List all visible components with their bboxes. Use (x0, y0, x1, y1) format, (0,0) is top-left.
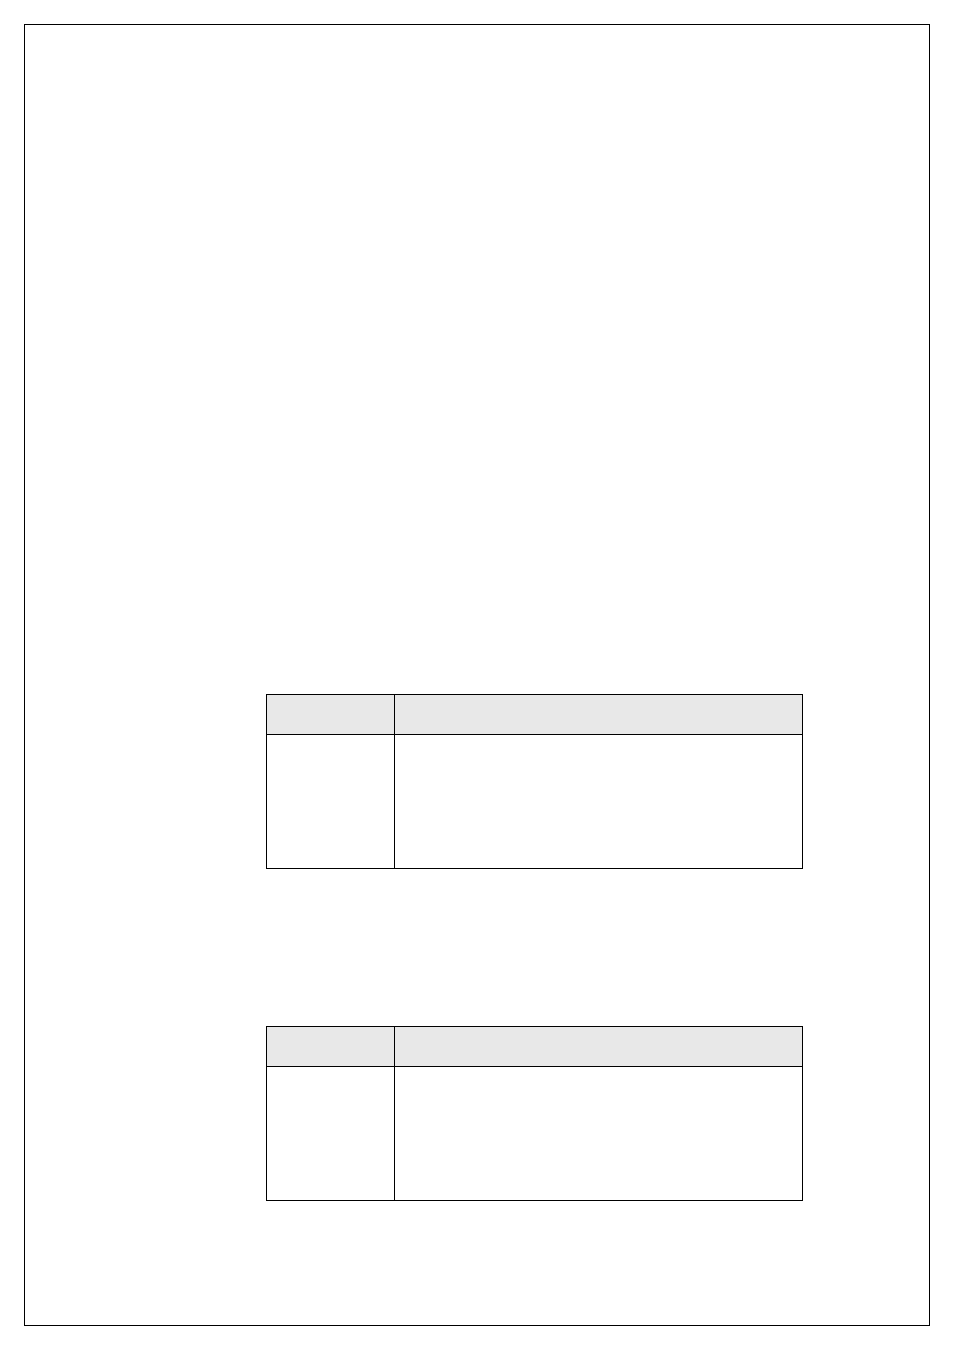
table-body-cell (267, 1067, 395, 1201)
table-header-row (267, 695, 803, 735)
table-body-cell (395, 1067, 803, 1201)
table-body-cell (395, 735, 803, 869)
table-header-cell (267, 1027, 395, 1067)
data-table-2 (266, 1026, 803, 1201)
table-header-cell (267, 695, 395, 735)
table-body-row (267, 735, 803, 869)
table-header-cell (395, 1027, 803, 1067)
table-header-row (267, 1027, 803, 1067)
data-table-1 (266, 694, 803, 869)
table-body-cell (267, 735, 395, 869)
table-body-row (267, 1067, 803, 1201)
table-header-cell (395, 695, 803, 735)
